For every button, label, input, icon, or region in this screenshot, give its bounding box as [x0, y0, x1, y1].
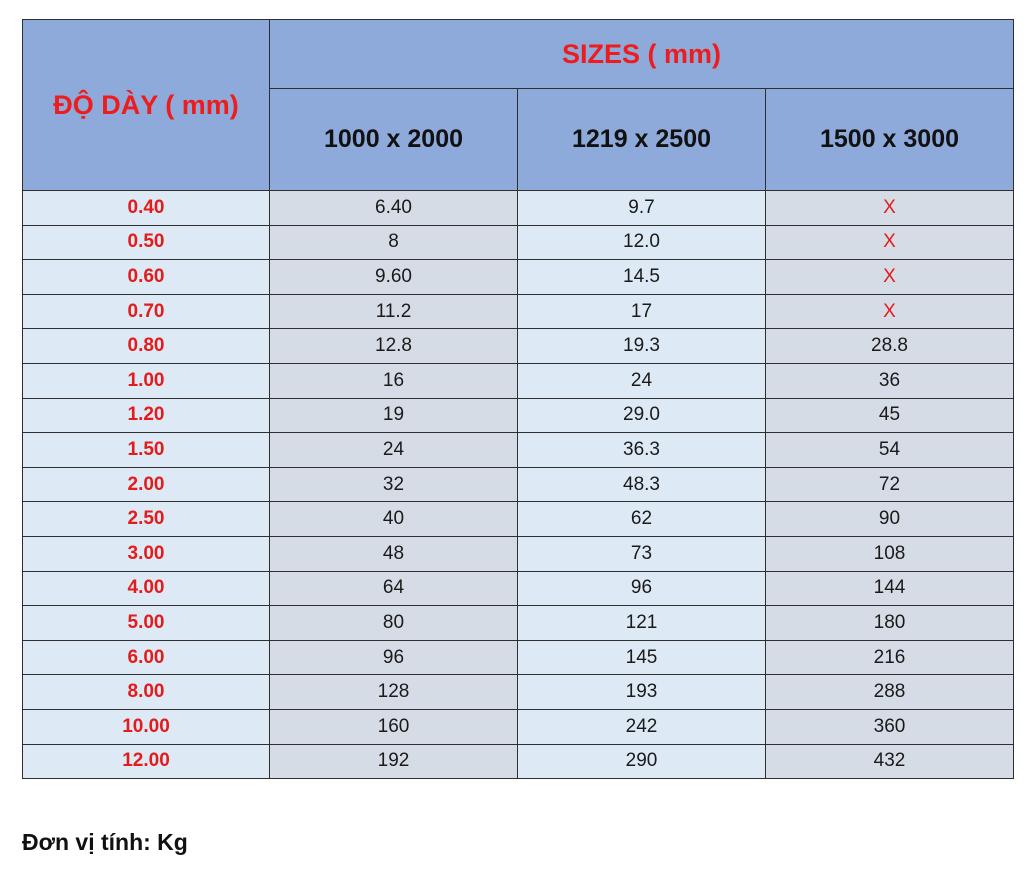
thickness-cell: 3.00 — [22, 535, 270, 572]
thickness-cell: 0.70 — [22, 293, 270, 330]
thickness-cell: 0.80 — [22, 328, 270, 364]
weight-cell: 17 — [517, 293, 766, 330]
weight-cell: 108 — [765, 535, 1014, 572]
table-row: 12.00 192 290 432 — [22, 743, 1014, 780]
table-row: 0.50 8 12.0 X — [22, 224, 1014, 261]
weight-cell: 16 — [269, 362, 518, 399]
weight-cell: 192 — [269, 743, 518, 780]
table-row: 1.20 19 29.0 45 — [22, 397, 1014, 434]
table-row: 0.80 12.8 19.3 28.8 — [22, 328, 1014, 364]
weight-cell: 40 — [269, 501, 518, 537]
weight-cell: 28.8 — [765, 328, 1014, 364]
not-available-cell: X — [765, 293, 1014, 330]
weight-cell: 128 — [269, 674, 518, 710]
weight-cell: 144 — [765, 570, 1014, 607]
thickness-cell: 10.00 — [22, 708, 270, 745]
thickness-cell: 4.00 — [22, 570, 270, 607]
weight-cell: 19.3 — [517, 328, 766, 364]
thickness-cell: 12.00 — [22, 743, 270, 780]
thickness-cell: 2.50 — [22, 501, 270, 537]
table-row: 10.00 160 242 360 — [22, 708, 1014, 745]
not-available-cell: X — [765, 259, 1014, 295]
weight-cell: 29.0 — [517, 397, 766, 434]
table-row: 8.00 128 193 288 — [22, 674, 1014, 710]
thickness-cell: 0.40 — [22, 190, 270, 226]
thickness-cell: 0.50 — [22, 224, 270, 261]
thickness-cell: 5.00 — [22, 605, 270, 641]
weight-cell: 72 — [765, 466, 1014, 503]
table-body: 0.40 6.40 9.7 X 0.50 8 12.0 X 0.60 9.60 14.5 X 0.70 1… — [22, 190, 1014, 780]
table-row: 0.40 6.40 9.7 X — [22, 190, 1014, 226]
weight-cell: 6.40 — [269, 190, 518, 226]
weight-cell: 96 — [517, 570, 766, 607]
size-column-header: 1219 x 2500 — [517, 88, 766, 191]
weight-cell: 19 — [269, 397, 518, 434]
thickness-header: ĐỘ DÀY ( mm) — [22, 19, 270, 191]
weight-cell: 193 — [517, 674, 766, 710]
weight-cell: 216 — [765, 639, 1014, 676]
weight-cell: 80 — [269, 605, 518, 641]
weight-cell: 12.8 — [269, 328, 518, 364]
weight-cell: 24 — [269, 432, 518, 468]
thickness-cell: 6.00 — [22, 639, 270, 676]
weight-cell: 48 — [269, 535, 518, 572]
weight-cell: 64 — [269, 570, 518, 607]
weight-cell: 360 — [765, 708, 1014, 745]
weight-cell: 9.60 — [269, 259, 518, 295]
table-row: 6.00 96 145 216 — [22, 639, 1014, 676]
thickness-cell: 1.20 — [22, 397, 270, 434]
weight-cell: 73 — [517, 535, 766, 572]
weight-cell: 8 — [269, 224, 518, 261]
weight-cell: 24 — [517, 362, 766, 399]
weight-cell: 62 — [517, 501, 766, 537]
size-column-header: 1500 x 3000 — [765, 88, 1014, 191]
weight-cell: 9.7 — [517, 190, 766, 226]
weight-cell: 11.2 — [269, 293, 518, 330]
weight-cell: 36.3 — [517, 432, 766, 468]
table-row: 2.50 40 62 90 — [22, 501, 1014, 537]
table-row: 1.50 24 36.3 54 — [22, 432, 1014, 468]
table-row: 2.00 32 48.3 72 — [22, 466, 1014, 503]
weight-table: ĐỘ DÀY ( mm) SIZES ( mm) 1000 x 2000 121… — [22, 19, 1014, 780]
weight-cell: 90 — [765, 501, 1014, 537]
table-row: 4.00 64 96 144 — [22, 570, 1014, 607]
table-row: 3.00 48 73 108 — [22, 535, 1014, 572]
thickness-cell: 8.00 — [22, 674, 270, 710]
unit-note: Đơn vị tính: Kg — [22, 829, 188, 855]
weight-cell: 242 — [517, 708, 766, 745]
thickness-cell: 0.60 — [22, 259, 270, 295]
weight-cell: 145 — [517, 639, 766, 676]
weight-cell: 288 — [765, 674, 1014, 710]
thickness-cell: 1.00 — [22, 362, 270, 399]
thickness-cell: 2.00 — [22, 466, 270, 503]
weight-cell: 54 — [765, 432, 1014, 468]
weight-cell: 12.0 — [517, 224, 766, 261]
weight-cell: 160 — [269, 708, 518, 745]
weight-cell: 96 — [269, 639, 518, 676]
not-available-cell: X — [765, 224, 1014, 261]
weight-cell: 36 — [765, 362, 1014, 399]
weight-cell: 180 — [765, 605, 1014, 641]
weight-cell: 32 — [269, 466, 518, 503]
table-row: 1.00 16 24 36 — [22, 362, 1014, 399]
sizes-header: SIZES ( mm) — [269, 19, 1014, 89]
weight-cell: 121 — [517, 605, 766, 641]
weight-cell: 432 — [765, 743, 1014, 780]
weight-cell: 14.5 — [517, 259, 766, 295]
thickness-cell: 1.50 — [22, 432, 270, 468]
table-row: 0.70 11.2 17 X — [22, 293, 1014, 330]
weight-cell: 45 — [765, 397, 1014, 434]
weight-cell: 290 — [517, 743, 766, 780]
not-available-cell: X — [765, 190, 1014, 226]
weight-cell: 48.3 — [517, 466, 766, 503]
table-row: 5.00 80 121 180 — [22, 605, 1014, 641]
table-row: 0.60 9.60 14.5 X — [22, 259, 1014, 295]
size-column-header: 1000 x 2000 — [269, 88, 518, 191]
table-header: ĐỘ DÀY ( mm) SIZES ( mm) 1000 x 2000 121… — [22, 19, 1014, 191]
